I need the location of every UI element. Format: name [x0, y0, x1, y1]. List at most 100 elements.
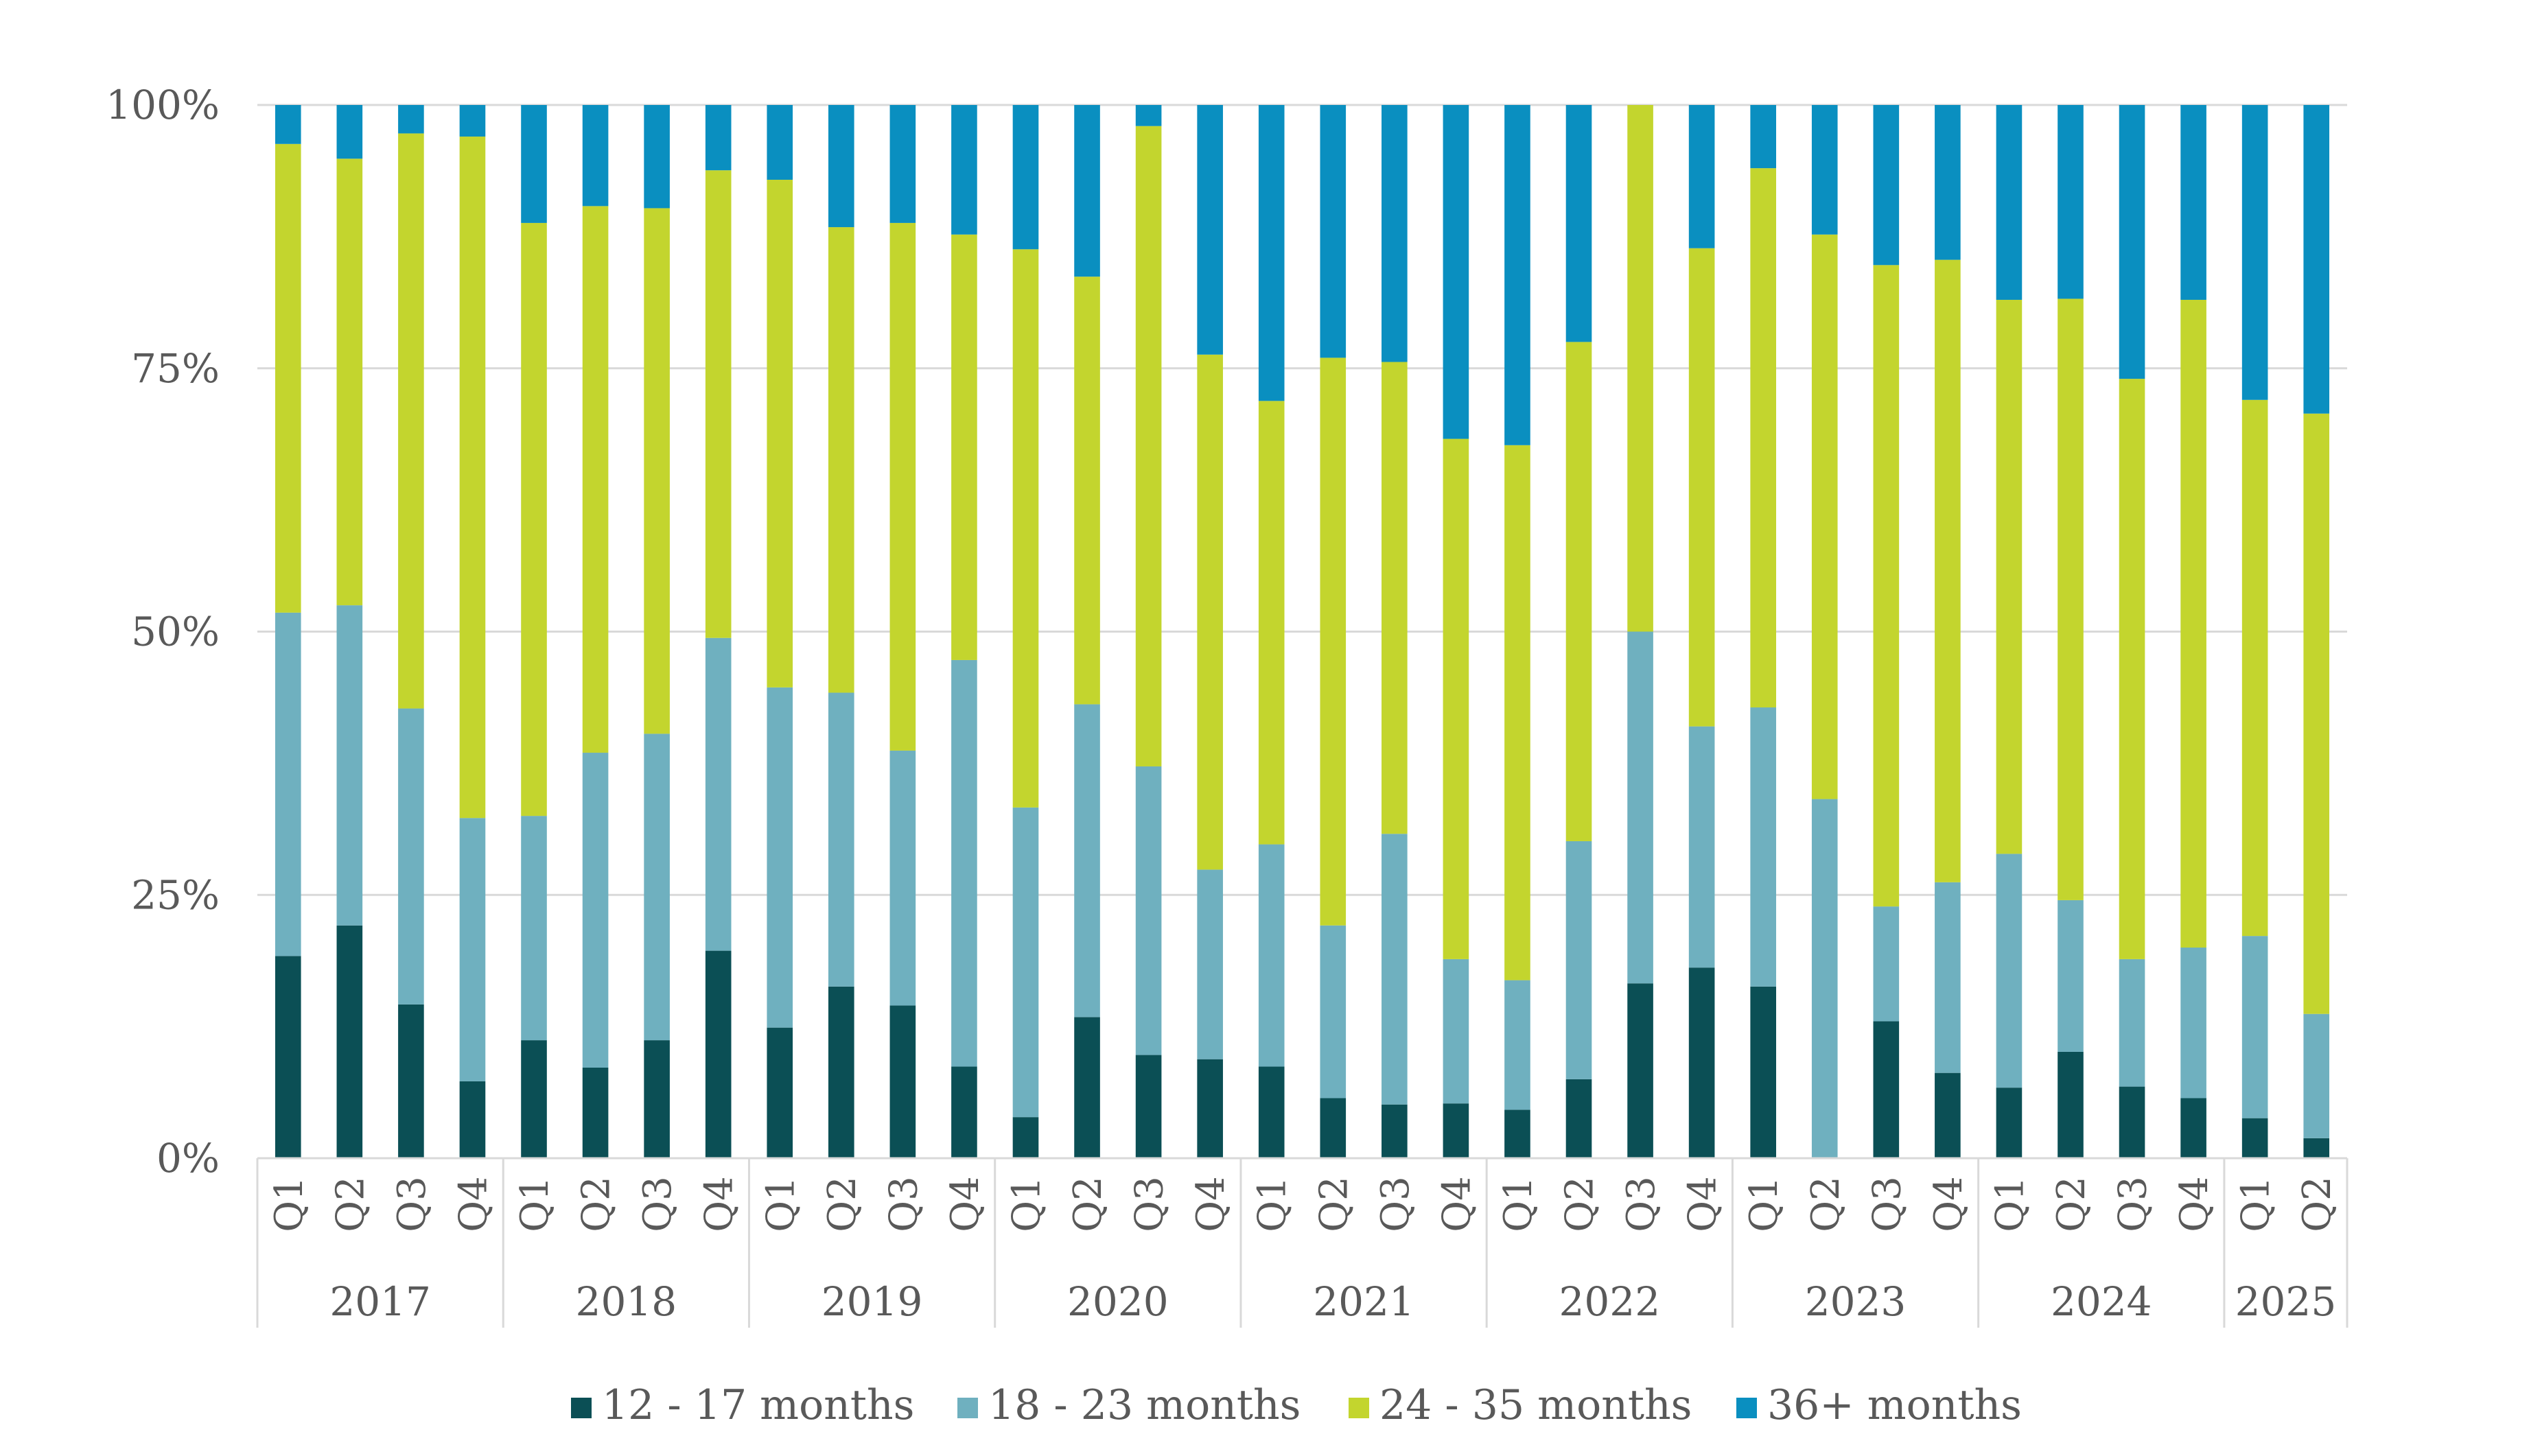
x-tick-label: Q4 [451, 1176, 496, 1232]
x-tick-label: Q4 [1681, 1176, 1725, 1232]
bar-segment-3 [1873, 265, 1900, 907]
y-tick-label: 25% [131, 871, 220, 918]
bar-segment-3 [1750, 168, 1776, 708]
bar-segment-2 [275, 612, 301, 956]
x-tick-label: Q1 [2234, 1176, 2279, 1232]
bar-segment-3 [2119, 379, 2145, 959]
bar-segment-4 [521, 105, 547, 223]
bar-segment-2 [2180, 948, 2206, 1099]
bar-segment-2 [1135, 766, 1162, 1055]
x-tick-label: Q3 [2111, 1176, 2156, 1232]
bar-segment-2 [828, 692, 854, 987]
bar-segment-1 [459, 1081, 486, 1158]
bar-segment-2 [1565, 841, 1592, 1079]
bar-segment-3 [1382, 362, 1408, 834]
bar-segment-3 [1135, 126, 1162, 766]
bar-segment-4 [1504, 105, 1530, 445]
year-label: 2025 [2235, 1278, 2337, 1325]
x-tick-label: Q2 [2295, 1176, 2340, 1232]
bar-segment-2 [644, 733, 670, 1041]
bar-segment-1 [1996, 1088, 2023, 1158]
year-label: 2019 [821, 1278, 923, 1325]
bar-segment-3 [951, 234, 977, 660]
bar-segment-2 [1258, 844, 1285, 1067]
x-tick-label: Q3 [1373, 1176, 1418, 1232]
bar-segment-3 [828, 227, 854, 693]
bar-segment-2 [951, 659, 977, 1067]
y-tick-label: 75% [131, 345, 220, 392]
bar-segment-2 [1320, 925, 1347, 1099]
bar-segment-1 [336, 925, 363, 1158]
bar-segment-1 [889, 1005, 916, 1158]
x-tick-label: Q1 [1250, 1176, 1295, 1232]
bar-segment-3 [398, 133, 424, 709]
bar-segment-2 [1504, 980, 1530, 1110]
bar-segment-4 [1935, 105, 1961, 260]
bar-segment-3 [2058, 298, 2084, 900]
year-label: 2024 [2051, 1278, 2152, 1325]
year-label: 2022 [1559, 1278, 1660, 1325]
x-tick-label: Q3 [390, 1176, 434, 1232]
bar-segment-4 [705, 105, 732, 171]
bar-segment-1 [2303, 1138, 2330, 1158]
year-label: 2020 [1067, 1278, 1169, 1325]
bar-segment-4 [828, 105, 854, 228]
bar-segment-4 [2119, 105, 2145, 379]
bar-segment-1 [2119, 1086, 2145, 1158]
bar-segment-2 [1627, 631, 1653, 984]
bar-segment-4 [1565, 105, 1592, 342]
bar-segment-4 [644, 105, 670, 209]
x-tick-label: Q2 [1066, 1176, 1110, 1232]
x-tick-label: Q1 [1742, 1176, 1786, 1232]
bar-segment-1 [828, 986, 854, 1158]
bar-segment-3 [1935, 259, 1961, 882]
bar-segment-4 [459, 105, 486, 137]
bar-segment-4 [1688, 105, 1715, 248]
x-tick-label: Q1 [1988, 1176, 2032, 1232]
x-tick-label: Q2 [1558, 1176, 1603, 1232]
bar-segment-1 [582, 1067, 609, 1158]
bar-segment-3 [582, 206, 609, 753]
bar-segment-4 [1258, 105, 1285, 401]
bar-segment-2 [705, 637, 732, 951]
bar-segment-1 [1258, 1066, 1285, 1158]
bar-segment-3 [459, 137, 486, 819]
bar-segment-1 [1320, 1098, 1347, 1158]
x-tick-label: Q2 [820, 1176, 865, 1232]
bar-segment-2 [459, 818, 486, 1081]
bar-segment-2 [336, 605, 363, 926]
legend-swatch [1349, 1398, 1369, 1418]
bar-segment-2 [1012, 807, 1039, 1118]
bar-segment-4 [2241, 105, 2268, 400]
bar-segment-1 [275, 956, 301, 1158]
bar-segment-2 [1750, 707, 1776, 987]
x-tick-label: Q2 [574, 1176, 619, 1232]
x-tick-label: Q1 [267, 1176, 312, 1232]
bar-segment-2 [1074, 704, 1100, 1018]
x-tick-label: Q3 [636, 1176, 680, 1232]
bar-segment-3 [275, 143, 301, 613]
bar-segment-3 [705, 170, 732, 638]
bar-segment-1 [767, 1027, 793, 1158]
bar-segment-1 [1504, 1109, 1530, 1158]
bar-segment-3 [1565, 342, 1592, 841]
bar-segment-3 [889, 222, 916, 751]
legend-label: 18 - 23 months [988, 1381, 1301, 1429]
x-axis: Q1 Q2 Q3 Q4 Q1 Q2 Q3 Q4 Q1 Q2 Q3 Q4 Q1 Q2 Q3 Q4 Q1 Q2 Q3 Q4… [256, 1157, 2349, 1328]
bar-segment-2 [398, 708, 424, 1005]
bar-segment-1 [1688, 967, 1715, 1158]
bar-segment-2 [521, 816, 547, 1041]
x-tick-label: Q3 [1619, 1176, 1664, 1232]
bar-segment-1 [1627, 983, 1653, 1158]
bar-segment-3 [2303, 413, 2330, 1014]
legend-swatch [571, 1398, 592, 1418]
x-tick-label: Q3 [881, 1176, 926, 1232]
bar-segment-3 [1504, 445, 1530, 981]
legend-label: 36+ months [1767, 1381, 2022, 1429]
bar-segment-1 [1074, 1017, 1100, 1158]
bar-segment-4 [275, 105, 301, 144]
y-tick-label: 0% [156, 1135, 220, 1182]
y-tick-label: 50% [131, 609, 220, 655]
bar-segment-1 [1382, 1104, 1408, 1158]
